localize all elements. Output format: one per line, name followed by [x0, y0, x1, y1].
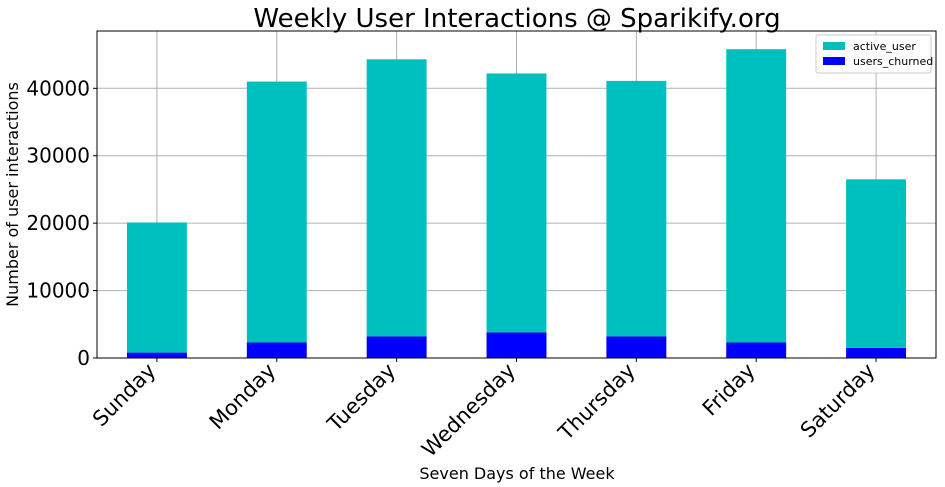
x-tick-label: Thursday [553, 359, 640, 446]
y-axis-ticks: 0 10000 20000 30000 40000 [26, 76, 97, 370]
bar-active_user-thursday [606, 80, 667, 337]
bar-users_churned-saturday [846, 347, 907, 358]
bar-users_churned-tuesday [366, 336, 427, 358]
y-tick-label: 10000 [26, 279, 90, 303]
bars [126, 49, 907, 358]
chart-title: Weekly User Interactions @ Sparikify.org [253, 4, 780, 34]
x-tick-label: Sunday [88, 359, 161, 432]
bar-users_churned-monday [246, 342, 307, 358]
bar-users_churned-thursday [606, 336, 667, 358]
x-axis-ticks: Sunday Monday Tuesday Wednesday Thursday Frid… [88, 358, 880, 462]
bar-users_churned-wednesday [486, 332, 547, 358]
x-axis-label: Seven Days of the Week [419, 464, 615, 483]
bar-active_user-friday [726, 49, 787, 343]
x-tick-label: Monday [205, 359, 281, 435]
bar-users_churned-sunday [126, 352, 187, 358]
bar-active_user-wednesday [486, 73, 547, 333]
y-tick-label: 40000 [26, 76, 90, 100]
bar-active_user-tuesday [366, 59, 427, 337]
x-tick-label: Friday [698, 359, 760, 421]
bar-users_churned-friday [726, 342, 787, 358]
bar-active_user-sunday [126, 222, 187, 353]
x-tick-label: Tuesday [322, 359, 400, 437]
bar-active_user-monday [246, 81, 307, 343]
legend-swatch-active_user [823, 42, 845, 50]
y-tick-label: 0 [77, 346, 90, 370]
x-tick-label: Saturday [796, 359, 880, 443]
x-tick-label: Wednesday [417, 359, 520, 462]
y-axis-label: Number of user interactions [3, 82, 22, 307]
legend-label-users_churned: users_churned [853, 55, 933, 68]
legend: active_user users_churned [815, 34, 933, 74]
y-tick-label: 30000 [26, 144, 90, 168]
legend-swatch-users_churned [823, 57, 845, 65]
bar-active_user-saturday [846, 179, 907, 348]
legend-label-active_user: active_user [853, 40, 916, 53]
y-tick-label: 20000 [26, 211, 90, 235]
